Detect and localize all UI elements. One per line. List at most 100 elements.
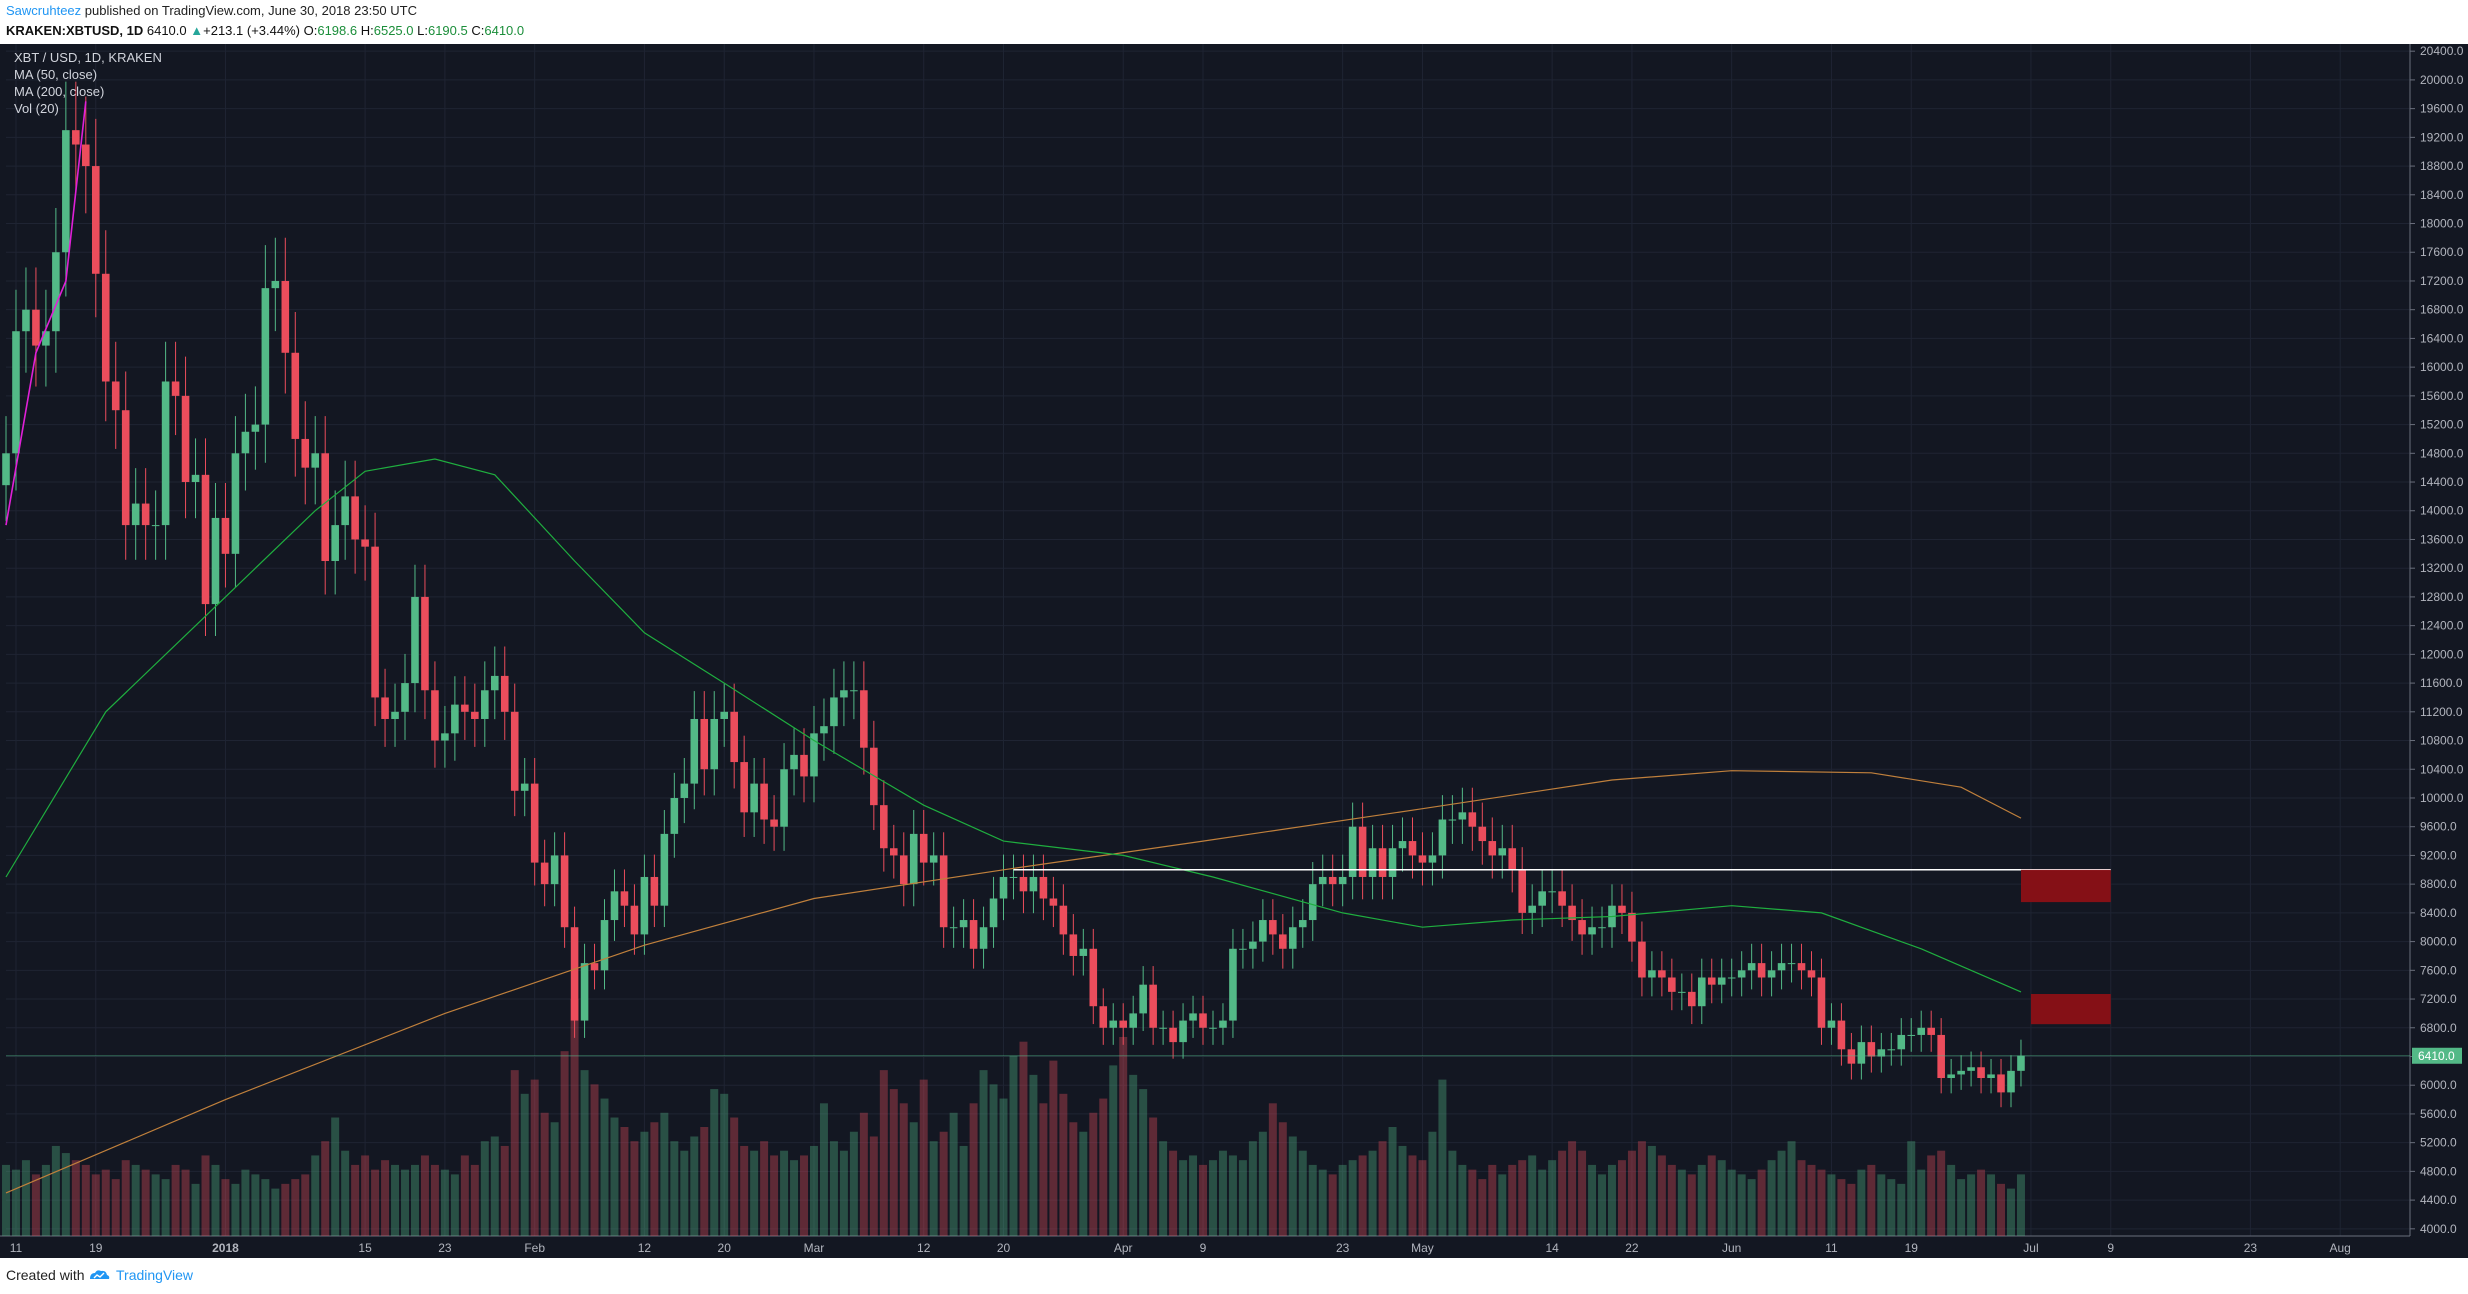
candle-body	[1987, 1074, 1995, 1079]
price-chart[interactable]: 20400.0 20000.0 19600.0 19200.0 18800.0 18400…	[0, 44, 2468, 1258]
candle-body	[1907, 1034, 1916, 1036]
volume-bar	[161, 1179, 170, 1236]
volume-bar	[301, 1174, 310, 1236]
published-info: published on TradingView.com, June 30, 2…	[84, 3, 417, 18]
volume-bar	[1099, 1098, 1108, 1236]
candle-body	[919, 833, 928, 863]
volume-bar	[1967, 1174, 1976, 1236]
candle-body	[1478, 826, 1487, 842]
volume-bar	[780, 1150, 789, 1236]
volume-bar	[11, 1169, 20, 1236]
candle-body	[1967, 1067, 1975, 1071]
candle-body	[1997, 1074, 2005, 1093]
candle-body	[1109, 1020, 1118, 1028]
volume-bar	[81, 1164, 90, 1236]
candle-body	[1757, 963, 1766, 978]
candle-body	[1697, 977, 1706, 1007]
volume-bar	[1139, 1089, 1148, 1236]
candle-body	[391, 711, 399, 719]
candle-body	[1308, 884, 1317, 921]
candle-body	[1269, 920, 1277, 935]
candle-body	[570, 927, 579, 1021]
candle-body	[1937, 1034, 1945, 1079]
y-tick-label: 6000.0	[2420, 1078, 2457, 1092]
volume-bar	[740, 1145, 749, 1236]
volume-bar	[281, 1183, 290, 1236]
candle-body	[1488, 841, 1497, 856]
volume-bar	[1947, 1164, 1956, 1236]
candle-body	[1458, 812, 1467, 820]
candle-body	[151, 525, 160, 527]
legend-item: XBT / USD, 1D, KRAKEN	[14, 50, 162, 65]
volume-bar	[480, 1141, 489, 1236]
candle-body	[1558, 891, 1566, 906]
candle-body	[1508, 848, 1517, 870]
volume-bar	[1338, 1164, 1347, 1236]
volume-bar	[889, 1089, 898, 1236]
tradingview-logo-icon	[90, 1270, 110, 1279]
candle-body	[211, 517, 220, 605]
candle-body	[1857, 1042, 1866, 1064]
candle-body	[271, 280, 280, 289]
chart-header: Sawcruhteez published on TradingView.com…	[0, 0, 2468, 44]
volume-bar	[71, 1160, 80, 1236]
tradingview-link[interactable]: TradingView	[116, 1267, 194, 1283]
volume-bar	[520, 1093, 529, 1236]
candle-body	[1039, 876, 1048, 899]
candle-body	[1358, 826, 1367, 877]
candle-body	[361, 539, 369, 547]
symbol-label: KRAKEN:XBTUSD, 1D	[6, 23, 144, 38]
candle-body	[1618, 905, 1626, 913]
candle-body	[1019, 876, 1028, 892]
candle-body	[141, 503, 150, 526]
y-tick-label: 12400.0	[2420, 619, 2464, 633]
volume-bar	[430, 1164, 439, 1236]
candle-body	[1727, 977, 1736, 979]
y-tick-label: 15600.0	[2420, 389, 2464, 403]
candle-body	[1099, 1006, 1108, 1028]
volume-bar	[700, 1126, 709, 1236]
candle-body	[1977, 1067, 1985, 1079]
volume-bar	[879, 1070, 888, 1236]
y-tick-label: 8400.0	[2420, 906, 2457, 920]
candle-body	[1917, 1027, 1926, 1035]
y-tick-label: 7200.0	[2420, 992, 2457, 1006]
volume-bar	[1897, 1183, 1906, 1236]
volume-bar	[790, 1160, 799, 1236]
volume-bar	[809, 1145, 818, 1236]
candle-body	[421, 596, 429, 691]
candle-body	[1658, 970, 1666, 978]
candle-body	[1368, 848, 1377, 877]
candle-body	[301, 438, 310, 468]
y-tick-label: 19600.0	[2420, 102, 2464, 116]
volume-bar	[1617, 1160, 1626, 1236]
candle-body	[820, 726, 828, 734]
candle-body	[1498, 848, 1507, 856]
ma50-line	[5, 458, 2022, 993]
volume-bar	[1887, 1179, 1896, 1236]
candle-body	[1388, 848, 1397, 877]
candle-body	[1688, 991, 1696, 1007]
candle-body	[1298, 920, 1307, 928]
x-tick-label: 9	[1200, 1241, 1207, 1255]
volume-bar	[221, 1179, 230, 1236]
candle-body	[1398, 841, 1407, 849]
author-link[interactable]: Sawcruhteez	[6, 3, 82, 18]
volume-bar	[1288, 1136, 1297, 1236]
volume-bar	[1568, 1141, 1577, 1236]
volume-bar	[1927, 1155, 1936, 1236]
volume-bar	[670, 1141, 679, 1236]
volume-bar	[710, 1089, 719, 1236]
y-tick-label: 10800.0	[2420, 734, 2464, 748]
volume-bar	[401, 1169, 409, 1236]
y-tick-label: 10000.0	[2420, 791, 2464, 805]
candle-body	[1767, 970, 1776, 978]
volume-bar	[1308, 1164, 1317, 1236]
volume-bar	[1657, 1155, 1666, 1236]
volume-bar	[730, 1117, 739, 1236]
volume-bar	[1119, 1036, 1128, 1236]
volume-bar	[201, 1155, 210, 1236]
x-tick-label: 2018	[212, 1241, 239, 1255]
candle-body	[1219, 1020, 1227, 1028]
volume-bar	[1977, 1169, 1986, 1236]
